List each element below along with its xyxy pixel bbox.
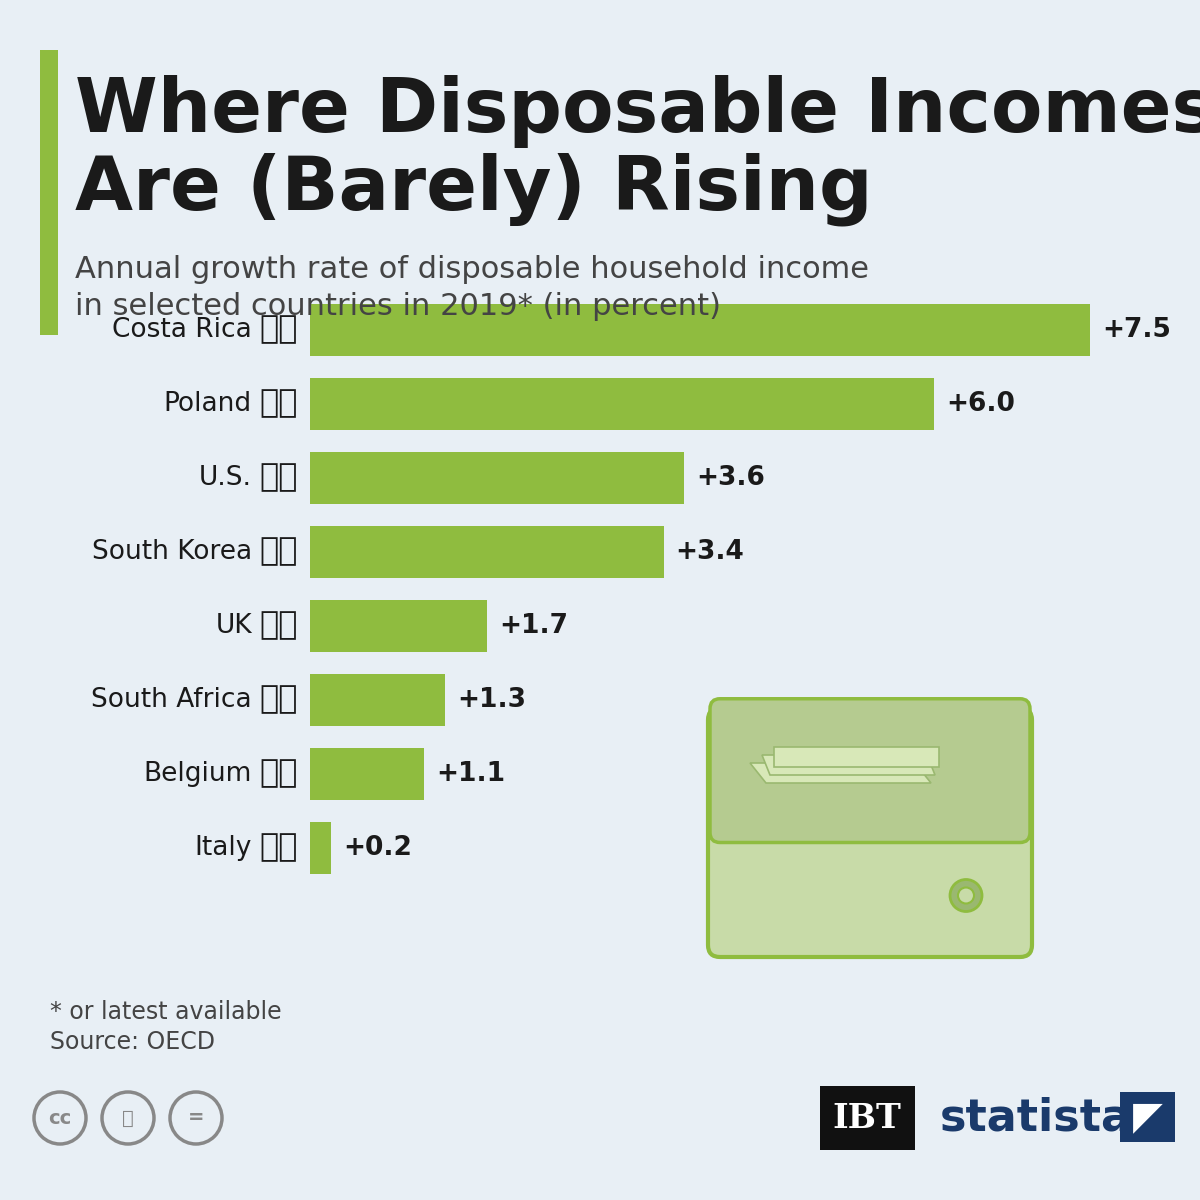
Bar (1120, 1092, 1175, 1142)
Text: U.S.: U.S. (199, 464, 252, 491)
Text: ◤: ◤ (1133, 1098, 1163, 1136)
Text: +1.7: +1.7 (499, 613, 568, 638)
Text: Where Disposable Incomes: Where Disposable Incomes (74, 74, 1200, 148)
Bar (310, 526, 664, 578)
Text: IBT: IBT (833, 1102, 901, 1134)
Polygon shape (750, 763, 931, 782)
Bar (820, 1086, 916, 1150)
Text: Annual growth rate of disposable household income: Annual growth rate of disposable househo… (74, 254, 869, 284)
Text: cc: cc (48, 1109, 72, 1128)
Text: +0.2: +0.2 (343, 835, 412, 862)
Bar (310, 378, 934, 430)
Polygon shape (1128, 1098, 1148, 1138)
Text: 🇧🇪: 🇧🇪 (259, 758, 298, 790)
Text: 🇭🇷: 🇭🇷 (259, 314, 298, 346)
Text: +1.1: +1.1 (437, 761, 505, 787)
Bar (310, 304, 1090, 356)
Text: Source: OECD: Source: OECD (50, 1030, 215, 1054)
Text: ⓘ: ⓘ (122, 1109, 134, 1128)
Circle shape (950, 880, 982, 912)
Text: +6.0: +6.0 (946, 391, 1015, 416)
Text: 🇰🇷: 🇰🇷 (259, 536, 298, 568)
Text: 🇿🇦: 🇿🇦 (259, 684, 298, 715)
Text: South Africa: South Africa (91, 686, 252, 713)
Text: +3.4: +3.4 (676, 539, 744, 565)
Bar (310, 674, 445, 726)
Text: * or latest available: * or latest available (50, 1000, 282, 1024)
Text: +7.5: +7.5 (1102, 317, 1171, 343)
Text: Poland: Poland (164, 391, 252, 416)
Bar (310, 822, 331, 874)
Text: 🇮🇹: 🇮🇹 (259, 833, 298, 864)
Text: Costa Rica: Costa Rica (113, 317, 252, 343)
Text: statista: statista (940, 1097, 1132, 1140)
Polygon shape (762, 755, 935, 775)
Text: Are (Barely) Rising: Are (Barely) Rising (74, 152, 872, 226)
Text: =: = (187, 1109, 204, 1128)
Bar (40, 50, 58, 335)
FancyBboxPatch shape (708, 708, 1032, 958)
FancyBboxPatch shape (710, 698, 1030, 842)
Bar (310, 748, 425, 800)
Text: South Korea: South Korea (92, 539, 252, 565)
Text: 🇬🇧: 🇬🇧 (259, 611, 298, 642)
Text: 🇵🇱: 🇵🇱 (259, 389, 298, 420)
Circle shape (958, 888, 974, 904)
Text: 🇺🇸: 🇺🇸 (259, 462, 298, 493)
Bar (310, 452, 684, 504)
Text: in selected countries in 2019* (in percent): in selected countries in 2019* (in perce… (74, 292, 721, 320)
Text: +3.6: +3.6 (696, 464, 766, 491)
Text: +1.3: +1.3 (457, 686, 527, 713)
Polygon shape (774, 746, 940, 767)
Text: UK: UK (215, 613, 252, 638)
Text: Italy: Italy (194, 835, 252, 862)
Bar (310, 600, 487, 652)
Text: Belgium: Belgium (144, 761, 252, 787)
